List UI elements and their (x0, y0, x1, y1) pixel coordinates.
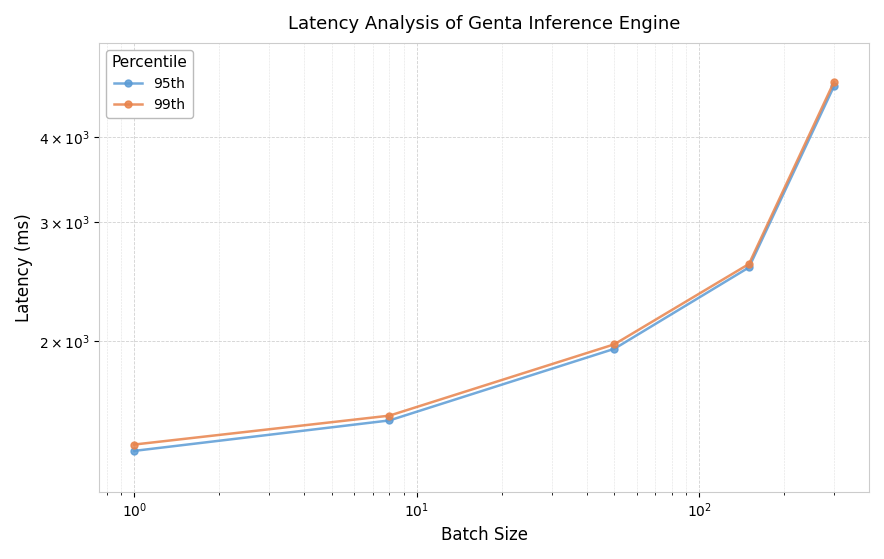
Line: 95th: 95th (131, 83, 837, 454)
99th (743, 260, 754, 267)
Legend: 95th, 99th: 95th, 99th (106, 50, 194, 118)
95th (743, 264, 754, 271)
Y-axis label: Latency (ms): Latency (ms) (15, 213, 33, 322)
Title: Latency Analysis of Genta Inference Engine: Latency Analysis of Genta Inference Engi… (288, 15, 681, 33)
95th (384, 417, 394, 424)
99th (609, 341, 620, 348)
X-axis label: Batch Size: Batch Size (440, 526, 528, 544)
95th (609, 345, 620, 352)
95th (129, 448, 140, 454)
99th (828, 78, 839, 85)
Line: 99th: 99th (131, 78, 837, 448)
99th (129, 441, 140, 448)
95th (828, 83, 839, 89)
99th (384, 413, 394, 419)
